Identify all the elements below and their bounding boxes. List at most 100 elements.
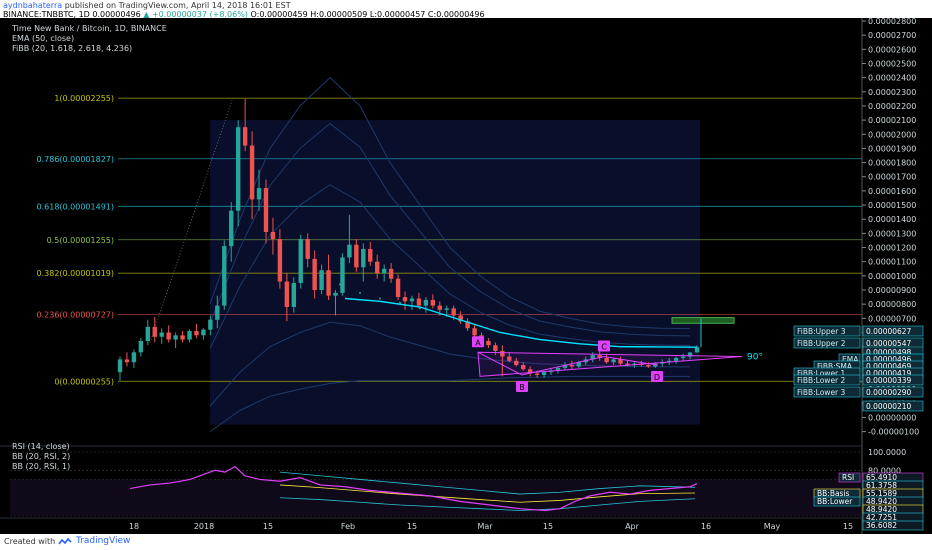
- close-value: 0.00000496: [92, 10, 141, 19]
- time-tick-label: 15: [407, 522, 417, 531]
- chart-area[interactable]: 0.00002800 0.00002700 0.00002600 0.00002500…: [0, 17, 932, 534]
- time-tick-label: 15: [263, 522, 273, 531]
- tradingview-logo-icon: [58, 537, 72, 545]
- h-label: H:: [310, 10, 319, 19]
- candle-body: [298, 239, 303, 283]
- candle-body: [201, 329, 206, 336]
- abcd-pattern: [477, 351, 658, 376]
- candle-body: [326, 270, 331, 296]
- symbol-name: BINANCE:TNBBTC, 1D: [3, 10, 90, 19]
- sar-dot: [419, 307, 421, 310]
- candle-body: [312, 258, 317, 291]
- price-tick-label: 0.00002600: [868, 45, 916, 54]
- rsi-label-value: 48.9420: [866, 505, 897, 514]
- rsi-legend-bb1: BB (20, RSI, 2): [12, 452, 71, 461]
- price-label-name: FiBB:SMA: [817, 362, 853, 371]
- price-tick-label: 0.00000800: [868, 300, 916, 309]
- candle-body: [597, 355, 602, 358]
- price-tick-label: 0.00002000: [868, 130, 916, 139]
- rsi-label-value: 36.6082: [866, 521, 897, 530]
- candle-body: [291, 282, 296, 308]
- price-tick-label: 0.00002700: [868, 31, 916, 40]
- price-tick-label: 0.00001300: [868, 229, 916, 238]
- candle-body: [354, 244, 359, 268]
- candle-body: [381, 268, 387, 274]
- time-tick-label: Feb: [341, 522, 355, 531]
- candle-body: [117, 359, 123, 373]
- candle-body: [604, 357, 609, 363]
- candle-body: [569, 365, 575, 367]
- price-label-value: 0.00000290: [866, 388, 912, 397]
- candle-body: [507, 356, 512, 361]
- candle-body: [527, 369, 533, 374]
- price-label-name-box: [793, 325, 861, 337]
- pattern-point-box: [598, 340, 610, 352]
- price-label-value: 0.00000419: [866, 369, 912, 378]
- h-value: 0.00000509: [318, 10, 368, 19]
- candle-body: [395, 278, 401, 298]
- candle-body: [402, 297, 408, 302]
- price-label-name: FiBB:Lower 3: [797, 388, 846, 397]
- price-label-name-box: [793, 374, 861, 386]
- author-link[interactable]: aydnbahaterra: [3, 1, 63, 10]
- price-label-name: FiBB:Lower 1: [797, 369, 846, 378]
- candle-body: [187, 331, 192, 340]
- publish-info: published on TradingView.com, April 14, …: [64, 1, 291, 10]
- candle-body: [180, 335, 185, 340]
- candle-body: [673, 357, 679, 361]
- o-label: O:: [250, 10, 260, 19]
- candle-body: [284, 281, 290, 308]
- rsi-bb-basis: [279, 484, 696, 503]
- fibb-upper2-band: [209, 122, 691, 337]
- candle-body: [493, 345, 498, 351]
- price-tick-label: 0.00000900: [868, 286, 916, 295]
- sar-dot: [399, 301, 401, 304]
- candle-body: [687, 352, 693, 357]
- rsi-line: [129, 465, 698, 512]
- price-label-name-box: [793, 337, 861, 349]
- sar-dot: [319, 274, 321, 277]
- candle-body: [368, 248, 373, 262]
- time-tick-label: Mar: [477, 522, 493, 531]
- candle-body: [444, 308, 449, 310]
- candle-body: [680, 356, 686, 358]
- candle-body: [270, 231, 276, 240]
- price-tick-label: 0.00001800: [868, 159, 916, 168]
- candle-body: [152, 326, 157, 337]
- candle-body: [409, 298, 415, 302]
- projection-line: [149, 100, 233, 343]
- candle-body: [423, 299, 429, 306]
- candle-body: [347, 244, 352, 258]
- candle-body: [319, 270, 324, 291]
- fibb-lower-band: [209, 375, 690, 433]
- c-value: 0.00000496: [436, 10, 485, 19]
- candle-body: [465, 321, 470, 329]
- price-chart[interactable]: 0.00002800 0.00002700 0.00002600 0.00002500…: [0, 17, 932, 534]
- fib-level-label: 0.382(0.00001019): [37, 269, 115, 278]
- pattern-point-box: [516, 380, 528, 392]
- ema-line: [344, 297, 698, 348]
- pattern-point-label: D: [654, 373, 660, 382]
- candle-body: [437, 305, 442, 310]
- price-label-value: 0.00000469: [866, 362, 912, 371]
- price-tick-label: 0.00001900: [868, 144, 916, 153]
- sar-dot: [359, 291, 361, 294]
- price-tick-label: 0.00001700: [868, 173, 916, 182]
- candle-body: [145, 326, 151, 341]
- target-zone: [671, 317, 735, 324]
- price-tick-label: 0.00002500: [868, 59, 916, 68]
- rsi-label-name: RSI: [842, 473, 854, 482]
- fib-level-label: 0.618(0.00001491): [37, 202, 115, 211]
- rsi-tick-label: 80.0000: [868, 466, 901, 475]
- price-tick-label: 0.00000700: [868, 314, 916, 323]
- candle-body: [138, 340, 144, 353]
- candle-body: [277, 239, 283, 282]
- price-tick-label: 0.00002800: [868, 18, 916, 26]
- rsi-label-name-box: [838, 472, 861, 483]
- candle-body: [166, 332, 171, 340]
- tradingview-brand[interactable]: TradingView: [76, 536, 131, 546]
- candle-body: [562, 365, 568, 368]
- candle-body: [340, 257, 345, 293]
- price-tick-label: 0.00001600: [868, 187, 916, 196]
- c-label: C:: [427, 10, 437, 19]
